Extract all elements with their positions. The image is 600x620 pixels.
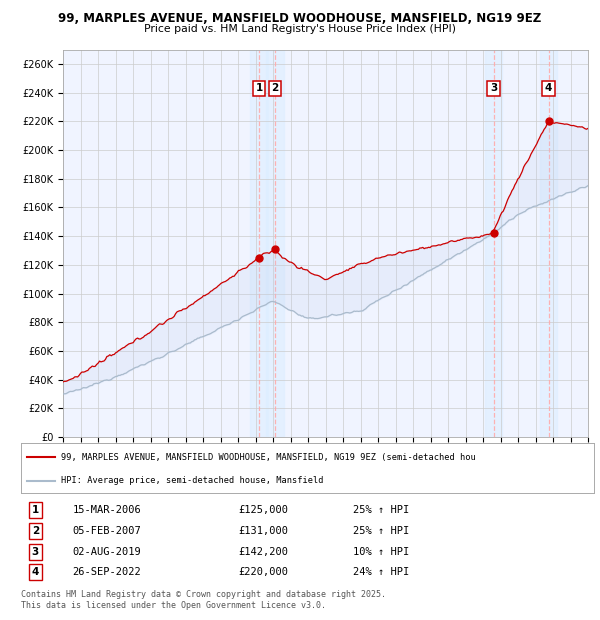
Text: Price paid vs. HM Land Registry's House Price Index (HPI): Price paid vs. HM Land Registry's House … xyxy=(144,24,456,34)
Text: 4: 4 xyxy=(32,567,39,577)
Text: £220,000: £220,000 xyxy=(239,567,289,577)
Text: 1: 1 xyxy=(32,505,39,515)
Bar xyxy=(250,50,268,437)
Text: 25% ↑ HPI: 25% ↑ HPI xyxy=(353,526,410,536)
Text: 2: 2 xyxy=(271,83,278,94)
Text: 10% ↑ HPI: 10% ↑ HPI xyxy=(353,547,410,557)
Text: 99, MARPLES AVENUE, MANSFIELD WOODHOUSE, MANSFIELD, NG19 9EZ (semi-detached hou: 99, MARPLES AVENUE, MANSFIELD WOODHOUSE,… xyxy=(61,453,476,462)
Text: HPI: Average price, semi-detached house, Mansfield: HPI: Average price, semi-detached house,… xyxy=(61,477,323,485)
Text: 15-MAR-2006: 15-MAR-2006 xyxy=(73,505,142,515)
Bar xyxy=(266,50,284,437)
Text: 02-AUG-2019: 02-AUG-2019 xyxy=(73,547,142,557)
Text: 99, MARPLES AVENUE, MANSFIELD WOODHOUSE, MANSFIELD, NG19 9EZ: 99, MARPLES AVENUE, MANSFIELD WOODHOUSE,… xyxy=(58,12,542,25)
Text: £125,000: £125,000 xyxy=(239,505,289,515)
Text: Contains HM Land Registry data © Crown copyright and database right 2025.
This d: Contains HM Land Registry data © Crown c… xyxy=(21,590,386,609)
Text: 3: 3 xyxy=(490,83,497,94)
Text: £131,000: £131,000 xyxy=(239,526,289,536)
Text: 25% ↑ HPI: 25% ↑ HPI xyxy=(353,505,410,515)
Text: 1: 1 xyxy=(256,83,263,94)
Bar xyxy=(540,50,557,437)
Text: 05-FEB-2007: 05-FEB-2007 xyxy=(73,526,142,536)
Text: 2: 2 xyxy=(32,526,39,536)
Text: 3: 3 xyxy=(32,547,39,557)
Text: 4: 4 xyxy=(545,83,553,94)
Text: 24% ↑ HPI: 24% ↑ HPI xyxy=(353,567,410,577)
Text: £142,200: £142,200 xyxy=(239,547,289,557)
Bar xyxy=(485,50,502,437)
Text: 26-SEP-2022: 26-SEP-2022 xyxy=(73,567,142,577)
